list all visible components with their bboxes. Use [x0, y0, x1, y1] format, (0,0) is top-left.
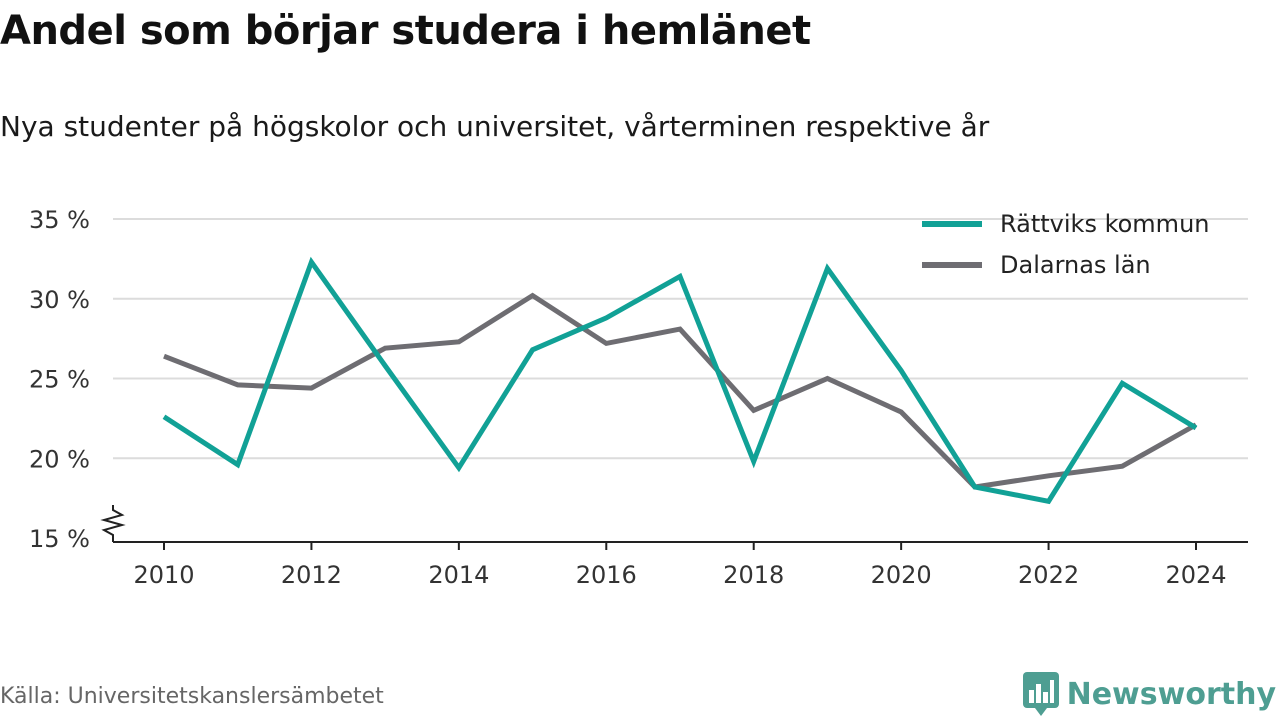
- grid-lines: [113, 218, 1248, 460]
- brand-logo: Newsworthy: [1022, 672, 1276, 716]
- series-line: [163, 292, 1198, 490]
- x-tick-label: 2012: [281, 561, 342, 589]
- brand-name: Newsworthy: [1066, 676, 1276, 712]
- x-axis: 2010 2012 2014 2016 2018 2020 2022 2024: [100, 505, 1248, 589]
- series-lines: [162, 256, 1198, 505]
- y-tick-label: 30 %: [29, 286, 90, 314]
- x-tick-label: 2010: [133, 561, 194, 589]
- x-tick-label: 2024: [1165, 561, 1226, 589]
- y-axis-ticks: 15 % 20 % 25 % 30 % 35 %: [29, 206, 90, 553]
- legend: Rättviks kommun Dalarnas län: [922, 210, 1209, 279]
- source-note: Källa: Universitetskanslersämbetet: [0, 684, 384, 709]
- chart-title: Andel som börjar studera i hemlänet: [0, 8, 811, 54]
- bar-chart-bubble-icon: [1022, 672, 1059, 716]
- x-tick-label: 2020: [871, 561, 932, 589]
- x-tick-label: 2022: [1018, 561, 1079, 589]
- chart-subtitle: Nya studenter på högskolor och universit…: [0, 110, 990, 143]
- legend-label: Rättviks kommun: [1000, 210, 1209, 238]
- axis-break-icon: [100, 505, 126, 542]
- y-tick-label: 35 %: [29, 206, 90, 234]
- legend-label: Dalarnas län: [1000, 251, 1151, 279]
- line-chart: 15 %20 %25 %30 %35 % 2010 2012 2014 2016 201…: [29, 206, 1248, 589]
- y-tick-label: 25 %: [29, 366, 90, 394]
- y-tick-label: 15 %: [29, 525, 90, 553]
- x-tick-label: 2016: [576, 561, 637, 589]
- x-tick-label: 2014: [428, 561, 489, 589]
- series-line: [162, 256, 1198, 505]
- x-tick-label: 2018: [723, 561, 784, 589]
- y-tick-label: 20 %: [29, 445, 90, 473]
